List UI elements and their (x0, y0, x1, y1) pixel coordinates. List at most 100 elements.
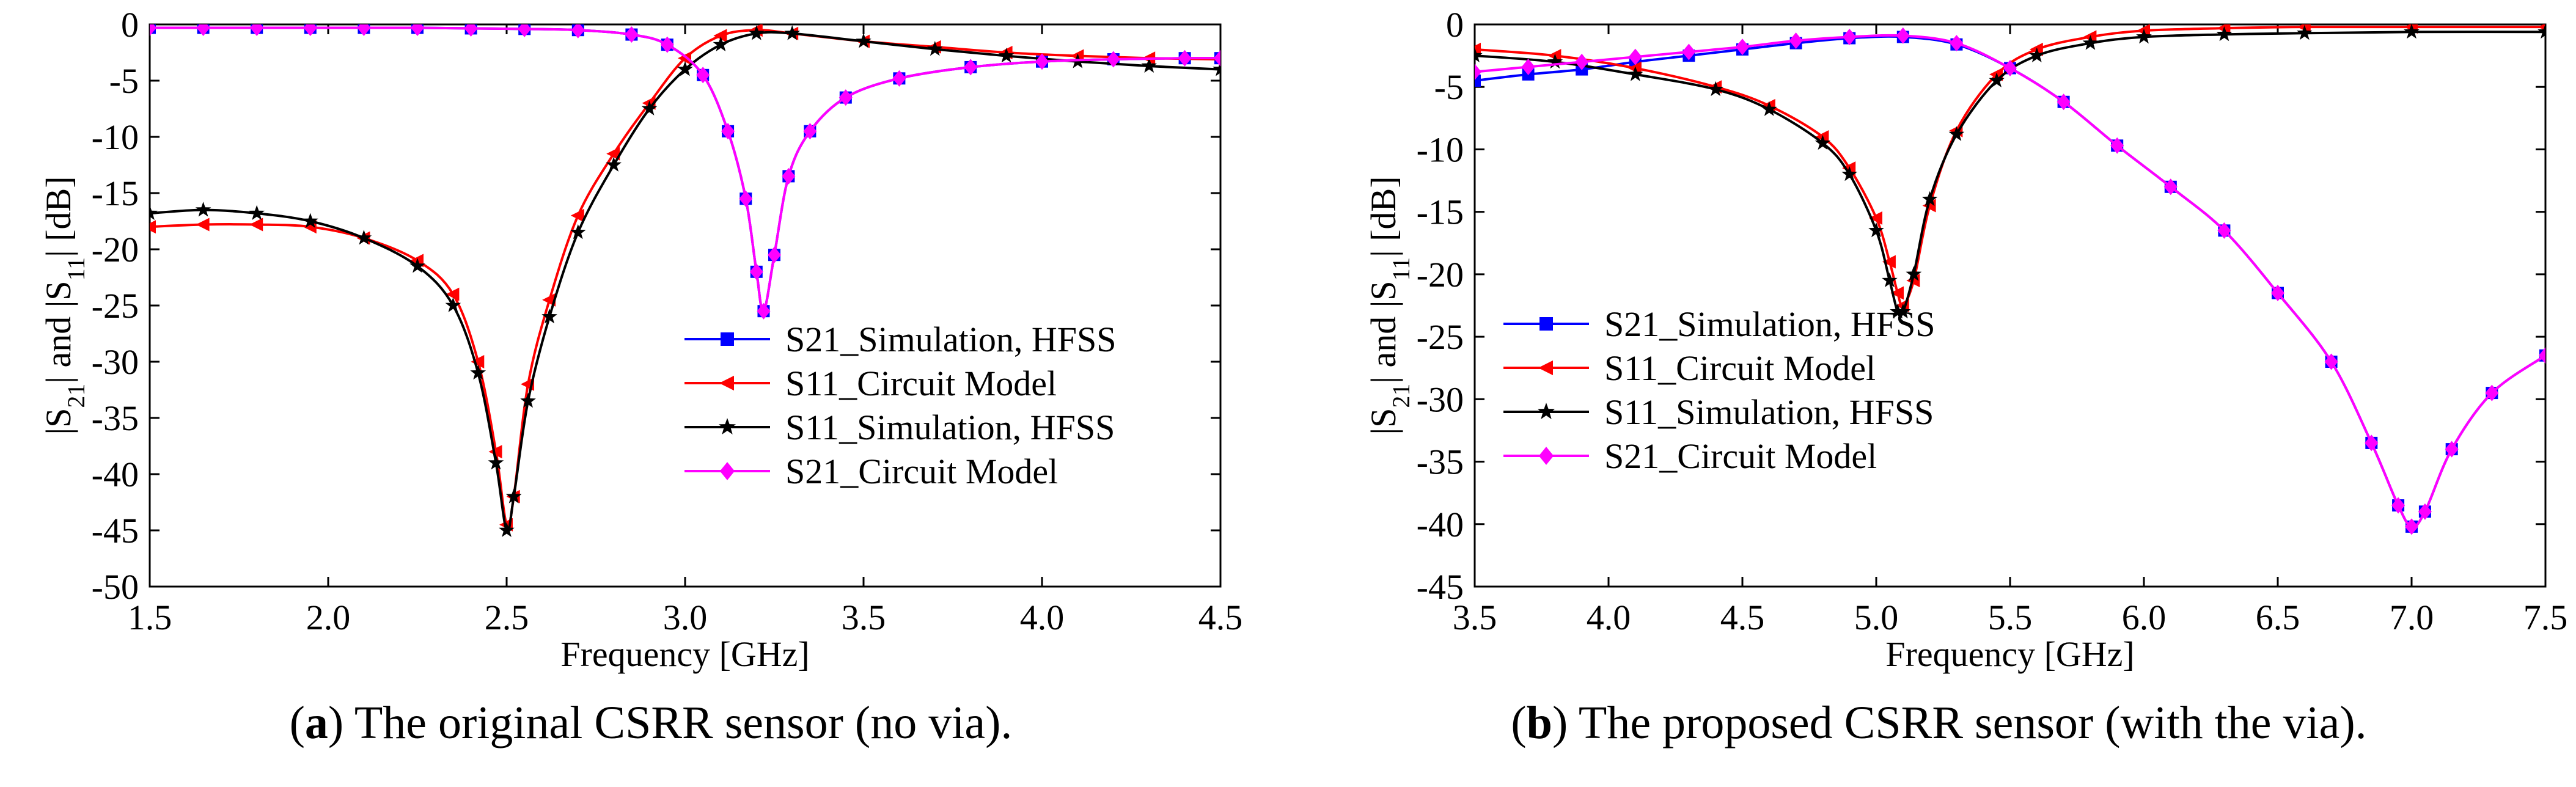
data-point (713, 36, 729, 51)
y-tick-label: -5 (109, 61, 139, 101)
caption-b-text: The proposed CSRR sensor (with the via). (1578, 697, 2367, 749)
data-point (1896, 27, 1910, 44)
series-s11-simulation-hfss (1475, 24, 2545, 319)
data-point (1682, 43, 1696, 60)
caption-a: (a) The original CSRR sensor (no via). (289, 697, 1013, 749)
data-point (757, 302, 771, 320)
legend-marker (719, 375, 734, 391)
data-point (1141, 57, 1157, 73)
data-point (1906, 266, 1922, 281)
x-tick-label: 3.5 (1453, 598, 1497, 637)
legend-marker (1539, 317, 1553, 331)
data-point (2217, 222, 2231, 239)
data-point (1035, 53, 1049, 70)
x-tick-label: 5.0 (1854, 598, 1899, 637)
data-point (1789, 32, 1803, 49)
legend-label: S11_Simulation, HFSS (785, 408, 1115, 447)
y-tick-label: -25 (92, 286, 139, 326)
y-axis-label: |S21| and |S11| [dB] (1363, 176, 1415, 434)
legend-label: S11_Simulation, HFSS (1604, 392, 1934, 432)
series-s11-simulation-hfss (150, 25, 1220, 537)
data-point (1921, 191, 1938, 207)
x-axis-label: Frequency [GHz] (560, 634, 809, 674)
data-point (303, 213, 318, 228)
data-point (2297, 24, 2313, 40)
data-point (249, 218, 263, 232)
data-point (488, 455, 504, 470)
data-point (784, 25, 800, 40)
data-point (2057, 93, 2071, 111)
y-tick-label: -40 (1417, 505, 1464, 544)
x-tick-label: 7.0 (2390, 598, 2434, 637)
x-tick-label: 5.5 (1988, 598, 2033, 637)
data-point (1475, 47, 1483, 62)
y-tick-label: -20 (1417, 255, 1464, 295)
legend-marker (1538, 360, 1553, 376)
data-point (471, 355, 485, 368)
data-point (1890, 286, 1904, 300)
data-point (660, 36, 674, 53)
data-point (677, 61, 693, 76)
y-tick-label: -30 (1417, 379, 1464, 419)
x-tick-label: 4.0 (1020, 598, 1065, 637)
data-point (606, 156, 622, 172)
y-tick-label: -10 (1417, 130, 1464, 169)
data-point (196, 218, 210, 232)
data-point (2537, 24, 2545, 39)
caption-b-label: b (1526, 697, 1552, 749)
data-point (303, 24, 317, 37)
data-point (2365, 434, 2379, 452)
data-point (505, 488, 522, 503)
y-tick-label: -5 (1434, 67, 1464, 107)
data-point (520, 392, 536, 408)
series-line (1475, 25, 2545, 307)
y-tick-label: -35 (1417, 442, 1464, 482)
data-point (1214, 49, 1220, 67)
data-point (1882, 255, 1896, 269)
data-point (625, 26, 639, 43)
data-point (2163, 178, 2178, 196)
y-tick-label: 0 (1446, 5, 1464, 45)
data-point (499, 522, 515, 537)
caption-a-label: a (304, 697, 328, 749)
data-point (927, 41, 943, 56)
data-point (803, 123, 817, 140)
data-point (1841, 166, 1857, 181)
x-tick-label: 4.0 (1587, 598, 1631, 637)
caption-b: (b) The proposed CSRR sensor (with the v… (1511, 697, 2367, 749)
x-axis-label: Frequency [GHz] (1885, 634, 2134, 674)
data-point (464, 24, 478, 37)
data-point (356, 230, 372, 245)
y-axis-label: |S21| and |S11| [dB] (39, 176, 90, 434)
data-point (2485, 384, 2499, 401)
y-tick-label: -40 (92, 455, 139, 494)
series-s11-circuit-model (150, 24, 1220, 532)
legend-label: S21_Simulation, HFSS (1604, 304, 1935, 344)
data-point (1815, 134, 1831, 150)
data-point (150, 220, 156, 234)
data-point (571, 24, 585, 38)
series-s21-circuit-model (1475, 27, 2545, 535)
data-point (739, 190, 753, 207)
data-point (1869, 211, 1882, 225)
data-point (964, 59, 978, 76)
legend-label: S21_Circuit Model (785, 452, 1058, 491)
legend-marker (721, 332, 734, 346)
data-point (542, 293, 556, 307)
data-point (1948, 126, 1965, 141)
data-point (249, 205, 265, 220)
data-point (570, 224, 586, 240)
data-point (488, 445, 502, 459)
data-point (1989, 72, 2005, 87)
data-point (445, 297, 461, 312)
data-point (2324, 353, 2338, 370)
data-point (1178, 49, 1192, 67)
data-point (1106, 51, 1120, 68)
data-point (1575, 53, 1589, 70)
data-point (150, 205, 158, 220)
data-point (749, 25, 765, 40)
data-point (446, 287, 460, 301)
